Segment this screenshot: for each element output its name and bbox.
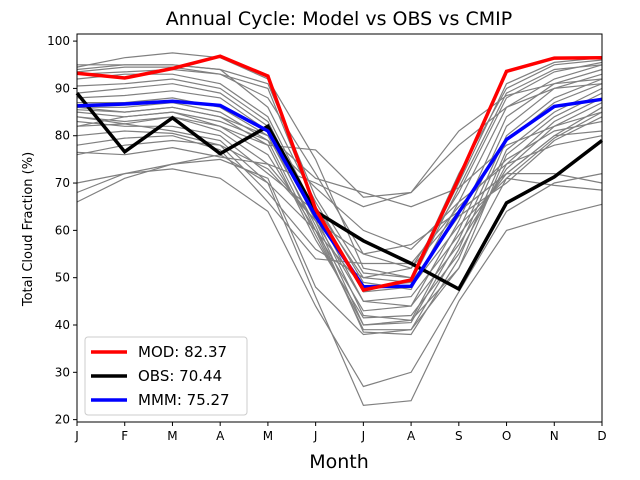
x-tick-label: O [502, 429, 511, 443]
x-tick-label: J [74, 429, 79, 443]
legend-label-mod: MOD: 82.37 [138, 343, 227, 361]
y-tick-label: 60 [55, 223, 70, 237]
x-tick-label: N [550, 429, 559, 443]
ensemble-line-16 [76, 120, 603, 265]
x-tick-label: M [263, 429, 273, 443]
ensemble-line-24 [76, 158, 603, 336]
legend-box [84, 336, 248, 416]
x-tick-label: M [167, 429, 177, 443]
plot-area [75, 33, 604, 423]
ensemble-line-6 [76, 78, 603, 326]
y-tick-label: 70 [55, 176, 70, 190]
ensemble-line-17 [76, 78, 603, 208]
ensemble-line-14 [76, 116, 603, 288]
x-tick-label: F [121, 429, 128, 443]
x-tick-label: J [361, 429, 366, 443]
x-tick-label: D [597, 429, 606, 443]
ensemble-line-4 [76, 68, 603, 307]
legend-label-obs: OBS: 70.44 [138, 367, 222, 385]
legend: MOD: 82.37 OBS: 70.44 MMM: 75.27 [84, 336, 248, 416]
y-tick-label: 20 [55, 413, 70, 427]
x-tick-label: A [407, 429, 416, 443]
ensemble-line-19 [76, 106, 603, 208]
chart-title: Annual Cycle: Model vs OBS vs CMIP [166, 8, 512, 30]
series-line-obs [75, 91, 604, 292]
ensemble-line-22 [76, 168, 603, 388]
x-tick-label: A [216, 429, 225, 443]
ensemble-line-20 [76, 111, 603, 251]
ensemble-line-15 [76, 130, 603, 279]
x-axis-label: Month [309, 451, 369, 473]
ensemble-line-21 [76, 139, 603, 255]
ensemble-line-18 [76, 83, 603, 198]
series-lines [75, 54, 604, 292]
y-tick-label: 90 [55, 81, 70, 95]
y-tick-label: 40 [55, 318, 70, 332]
ensemble-line-25 [76, 57, 603, 279]
y-axis-label: Total Cloud Fraction (%) [21, 152, 36, 307]
plot-frame [76, 33, 603, 423]
x-tick-label: S [455, 429, 463, 443]
legend-label-mmm: MMM: 75.27 [138, 391, 230, 409]
ensemble-line-5 [76, 73, 603, 321]
y-tick-label: 100 [47, 34, 70, 48]
y-axis: 20 30 40 50 60 70 80 90 100 [47, 34, 77, 427]
y-tick-label: 30 [55, 365, 70, 379]
ensemble-line-23 [76, 154, 603, 407]
y-tick-label: 50 [55, 271, 70, 285]
y-tick-label: 80 [55, 129, 70, 143]
series-line-mod [76, 54, 603, 292]
x-tick-label: J [313, 429, 318, 443]
